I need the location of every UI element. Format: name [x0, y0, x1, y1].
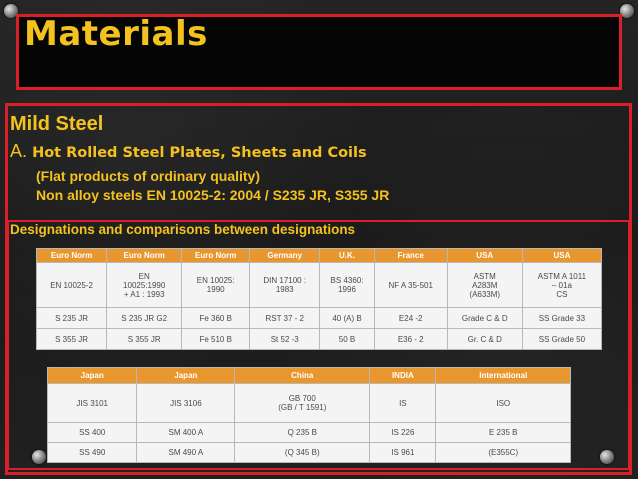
table-header: Euro Norm: [106, 248, 183, 263]
rivet-icon: [4, 4, 18, 18]
table-header: USA: [521, 248, 603, 263]
table-cell: IS 226: [369, 422, 437, 443]
table-cell: SM 400 A: [136, 422, 236, 443]
designations-title: Designations and comparisons between des…: [10, 222, 356, 237]
table-cell: S 355 JR: [35, 328, 108, 350]
table-cell: BS 4360: 1996: [319, 262, 375, 308]
rivet-icon: [32, 450, 46, 464]
table-cell: St 52 -3: [249, 328, 321, 350]
description-line-2: Non alloy steels EN 10025-2: 2004 / S235…: [36, 187, 390, 203]
subsection-text: Hot Rolled Steel Plates, Sheets and Coil…: [27, 145, 367, 161]
table-cell: E 235 B: [435, 422, 571, 443]
table-cell: IS: [369, 383, 437, 423]
content-frame: [5, 103, 632, 475]
table-cell: JIS 3101: [46, 383, 138, 423]
table-cell: S 235 JR: [35, 307, 108, 329]
table-cell: EN 10025: 1990: [181, 262, 251, 308]
section-heading: Mild Steel: [10, 113, 104, 135]
table-header: U.K.: [319, 248, 375, 263]
table-header: Euro Norm: [181, 248, 251, 263]
table-header: Germany: [249, 248, 321, 263]
table-cell: S 355 JR: [106, 328, 183, 350]
table-cell: GB 700 (GB / T 1591): [234, 383, 371, 423]
table-cell: E24 -2: [373, 307, 448, 329]
table-cell: Fe 360 B: [181, 307, 251, 329]
table-row: SS 490 SM 490 A (Q 345 B) IS 961 (E355C): [46, 442, 571, 463]
table-cell: SS Grade 50: [521, 328, 603, 350]
table-cell: SS 400: [46, 422, 138, 443]
table-header: Japan: [46, 367, 138, 384]
table-cell: SS Grade 33: [521, 307, 603, 329]
table-cell: IS 961: [369, 442, 437, 463]
table-header: USA: [446, 248, 523, 263]
table-cell: Grade C & D: [446, 307, 523, 329]
table-cell: EN 10025:1990 + A1 : 1993: [106, 262, 183, 308]
table-header: Japan: [136, 367, 236, 384]
table-cell: DIN 17100 :1983: [249, 262, 321, 308]
description-line-1: (Flat products of ordinary quality): [36, 168, 261, 184]
table-cell: Q 235 B: [234, 422, 371, 443]
table-cell: 50 B: [319, 328, 375, 350]
table-row: EN 10025-2 EN 10025:1990 + A1 : 1993 EN 10…: [35, 262, 603, 308]
table-cell: EN 10025-2: [35, 262, 108, 308]
table-cell: E36 - 2: [373, 328, 448, 350]
table-cell: NF A 35-501: [373, 262, 448, 308]
table-cell: Fe 510 B: [181, 328, 251, 350]
table-row: SS 400 SM 400 A Q 235 B IS 226 E 235 B: [46, 422, 571, 443]
table-header: International: [435, 367, 571, 384]
table-cell: (Q 345 B): [234, 442, 371, 463]
rivet-icon: [600, 450, 614, 464]
table-header: INDIA: [369, 367, 437, 384]
table-header: France: [373, 248, 448, 263]
table-cell: JIS 3106: [136, 383, 236, 423]
table-cell: Gr. C & D: [446, 328, 523, 350]
title-frame: [16, 14, 622, 90]
slide-title: Materials: [24, 14, 208, 54]
designations-table-asia-intl: Japan Japan China INDIA International JI…: [46, 367, 571, 463]
subsection-letter: A.: [10, 141, 28, 161]
table-cell: S 235 JR G2: [106, 307, 183, 329]
table-cell: SS 490: [46, 442, 138, 463]
table-cell: ISO: [435, 383, 571, 423]
table-row: JIS 3101 JIS 3106 GB 700 (GB / T 1591) IS…: [46, 383, 571, 423]
table-row: S 235 JR S 235 JR G2 Fe 360 B RST 37 - 2…: [35, 307, 603, 329]
designations-frame: [7, 220, 630, 470]
table-cell: SM 490 A: [136, 442, 236, 463]
subsection-heading: A. Hot Rolled Steel Plates, Sheets and C…: [10, 141, 367, 162]
table-row: S 355 JR S 355 JR Fe 510 B St 52 -3 50 B…: [35, 328, 603, 350]
table-cell: 40 (A) B: [319, 307, 375, 329]
table-cell: (E355C): [435, 442, 571, 463]
table-cell: RST 37 - 2: [249, 307, 321, 329]
table-header: China: [234, 367, 371, 384]
table-cell: ASTM A283M (A633M): [446, 262, 523, 308]
rivet-icon: [620, 4, 634, 18]
table-cell: ASTM A 1011– 01a CS: [521, 262, 603, 308]
table-header: Euro Norm: [35, 248, 108, 263]
designations-table-europe-us: Euro Norm Euro Norm Euro Norm Germany U.…: [35, 248, 603, 350]
